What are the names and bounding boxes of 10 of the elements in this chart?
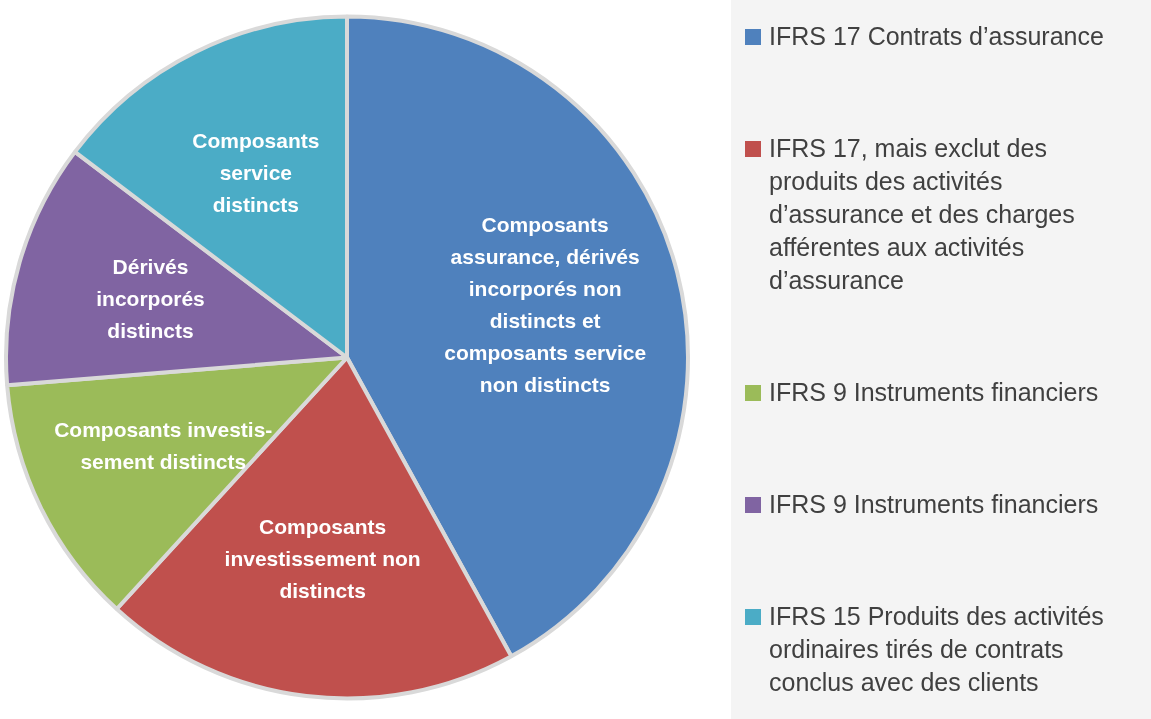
legend-label: IFRS 17, mais exclut des produits des activités d’assurance et des charges afférentes aux activités d’assurance [769,133,1076,296]
legend-label: IFRS 15 Produits des activités ordinaires tirés de contrats conclus avec des clients [769,601,1105,698]
data-label: Dérivés incorporés distincts [96,255,205,343]
legend-label: IFRS 9 Instruments financiers [769,377,1099,408]
data-label: Composants investissement non distincts [224,515,421,603]
legend-label: IFRS 17 Contrats d’assurance [769,21,1104,52]
legend-label: IFRS 9 Instruments financiers [769,489,1099,520]
data-label: Composants service distincts [192,129,320,217]
data-label: Composants assurance, dérivés incorporés non distincts et composants service non distincts [444,213,647,397]
data-label: Composants investis- sement distincts [54,418,273,474]
